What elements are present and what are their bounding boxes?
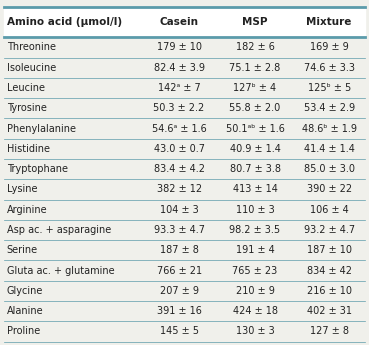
Text: 85.0 ± 3.0: 85.0 ± 3.0 [304,164,355,174]
Text: 402 ± 31: 402 ± 31 [307,306,352,316]
Text: 82.4 ± 3.9: 82.4 ± 3.9 [154,63,204,73]
Text: Gluta ac. + glutamine: Gluta ac. + glutamine [7,266,114,276]
Text: 413 ± 14: 413 ± 14 [232,185,277,194]
Text: 80.7 ± 3.8: 80.7 ± 3.8 [230,164,280,174]
Text: 191 ± 4: 191 ± 4 [236,245,275,255]
Text: 382 ± 12: 382 ± 12 [156,185,201,194]
Text: 766 ± 21: 766 ± 21 [156,266,201,276]
Text: Lysine: Lysine [7,185,37,194]
Text: Serine: Serine [7,245,38,255]
Text: 127 ± 8: 127 ± 8 [310,326,349,336]
Text: 54.6ᵃ ± 1.6: 54.6ᵃ ± 1.6 [152,124,206,134]
Text: 142ᵃ ± 7: 142ᵃ ± 7 [158,83,200,93]
Text: 424 ± 18: 424 ± 18 [232,306,277,316]
Text: 55.8 ± 2.0: 55.8 ± 2.0 [230,103,281,113]
Text: 130 ± 3: 130 ± 3 [236,326,275,336]
Text: Histidine: Histidine [7,144,50,154]
Text: Proline: Proline [7,326,40,336]
Text: Threonine: Threonine [7,42,56,52]
Text: 182 ± 6: 182 ± 6 [235,42,275,52]
Text: 98.2 ± 3.5: 98.2 ± 3.5 [230,225,280,235]
Text: 390 ± 22: 390 ± 22 [307,185,352,194]
Text: 74.6 ± 3.3: 74.6 ± 3.3 [304,63,355,73]
Text: Isoleucine: Isoleucine [7,63,56,73]
Text: 93.2 ± 4.7: 93.2 ± 4.7 [304,225,355,235]
Text: Phenylalanine: Phenylalanine [7,124,76,134]
Text: 83.4 ± 4.2: 83.4 ± 4.2 [154,164,204,174]
Text: Asp ac. + asparagine: Asp ac. + asparagine [7,225,111,235]
Text: 50.1ᵃᵇ ± 1.6: 50.1ᵃᵇ ± 1.6 [225,124,284,134]
Text: 145 ± 5: 145 ± 5 [159,326,199,336]
Text: Mixture: Mixture [307,17,352,27]
Text: Leucine: Leucine [7,83,45,93]
Text: 391 ± 16: 391 ± 16 [156,306,201,316]
Text: 834 ± 42: 834 ± 42 [307,266,352,276]
Text: 75.1 ± 2.8: 75.1 ± 2.8 [230,63,281,73]
Bar [4,7,365,37]
Text: 104 ± 3: 104 ± 3 [160,205,199,215]
Text: Arginine: Arginine [7,205,47,215]
Text: Amino acid (µmol/l): Amino acid (µmol/l) [7,17,122,27]
Text: 216 ± 10: 216 ± 10 [307,286,352,296]
Text: 40.9 ± 1.4: 40.9 ± 1.4 [230,144,280,154]
Text: Tyrosine: Tyrosine [7,103,46,113]
Text: 187 ± 10: 187 ± 10 [307,245,352,255]
Text: 53.4 ± 2.9: 53.4 ± 2.9 [304,103,355,113]
Text: 48.6ᵇ ± 1.9: 48.6ᵇ ± 1.9 [301,124,357,134]
Text: Alanine: Alanine [7,306,43,316]
Text: MSP: MSP [242,17,268,27]
Text: 106 ± 4: 106 ± 4 [310,205,349,215]
Text: 125ᵇ ± 5: 125ᵇ ± 5 [307,83,351,93]
Text: Tryptophane: Tryptophane [7,164,68,174]
Text: 41.4 ± 1.4: 41.4 ± 1.4 [304,144,355,154]
Text: Casein: Casein [159,17,199,27]
Text: 93.3 ± 4.7: 93.3 ± 4.7 [154,225,204,235]
Text: 50.3 ± 2.2: 50.3 ± 2.2 [154,103,205,113]
Text: 127ᵇ ± 4: 127ᵇ ± 4 [234,83,277,93]
Text: 169 ± 9: 169 ± 9 [310,42,349,52]
Text: 210 ± 9: 210 ± 9 [235,286,275,296]
Text: 110 ± 3: 110 ± 3 [236,205,275,215]
Text: 765 ± 23: 765 ± 23 [232,266,277,276]
Text: 179 ± 10: 179 ± 10 [156,42,201,52]
Text: 207 ± 9: 207 ± 9 [159,286,199,296]
Text: 187 ± 8: 187 ± 8 [160,245,199,255]
Text: 43.0 ± 0.7: 43.0 ± 0.7 [154,144,204,154]
Text: Glycine: Glycine [7,286,43,296]
